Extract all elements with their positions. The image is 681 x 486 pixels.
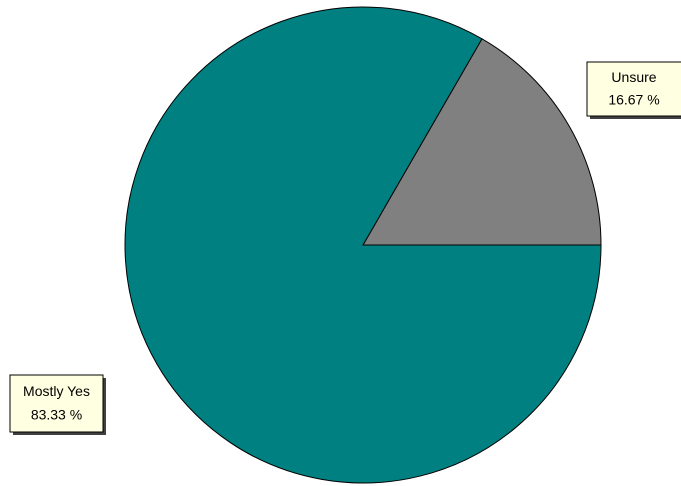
slice-label: Mostly Yes [23, 383, 90, 399]
label-box [9, 374, 104, 433]
slice-value-label: 16.67 % [608, 92, 659, 108]
pie-slice [124, 6, 602, 484]
pie-slice [362, 38, 602, 246]
slice-label: Unsure [611, 69, 656, 85]
slice-value-label: 83.33 % [31, 407, 82, 423]
label-box [586, 61, 681, 117]
